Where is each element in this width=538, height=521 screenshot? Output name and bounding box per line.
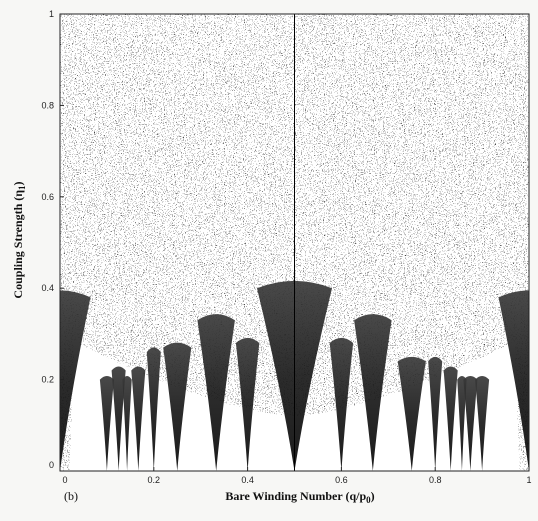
arnold-tongue	[397, 356, 426, 471]
arnold-tongue	[443, 366, 458, 471]
arnold-tongue	[475, 375, 490, 471]
arnold-tongue	[235, 337, 260, 471]
arnold-tongue	[60, 290, 91, 471]
x-tick-label: 0	[62, 475, 67, 485]
x-tick-label: 0.6	[335, 475, 348, 485]
x-axis: 0 0.2 0.4 0.6 0.8 1	[59, 467, 532, 485]
arnold-tongue	[428, 356, 443, 471]
y-tick-label: 1	[49, 9, 54, 19]
y-tick-label: 0.8	[41, 100, 54, 110]
x-tick-label: 1	[526, 475, 531, 485]
arnold-tongue	[329, 337, 354, 471]
arnold-tongue	[354, 314, 392, 471]
arnold-tongue	[163, 342, 192, 471]
y-tick-label: 0.6	[41, 192, 54, 202]
x-axis-title: Bare Winding Number (q/p0)	[225, 489, 374, 505]
arnold-tongue	[122, 375, 132, 471]
arnold-tongue	[146, 347, 161, 471]
panel-label: (b)	[64, 489, 78, 503]
y-axis: 0 0.2 0.4 0.6 0.8 1	[41, 9, 64, 472]
arnold-tongue	[131, 366, 146, 471]
y-axis-title: Coupling Strength (η1)	[11, 181, 27, 298]
arnold-tongue	[197, 314, 235, 471]
arnold-tongue	[498, 290, 529, 471]
plot-frame	[59, 13, 530, 472]
x-tick-label: 0.4	[241, 475, 254, 485]
arnold-tongue	[111, 366, 126, 471]
x-tick-label: 0.8	[429, 475, 442, 485]
y-tick-label: 0.4	[41, 283, 54, 293]
plot-area	[60, 14, 529, 471]
arnold-tongue	[463, 375, 478, 471]
y-tick-label: 0.2	[41, 375, 54, 385]
x-tick-label: 0.2	[148, 475, 161, 485]
arnold-tongue	[99, 375, 114, 471]
arnold-tongue	[457, 375, 467, 471]
y-tick-label: 0	[49, 460, 54, 470]
